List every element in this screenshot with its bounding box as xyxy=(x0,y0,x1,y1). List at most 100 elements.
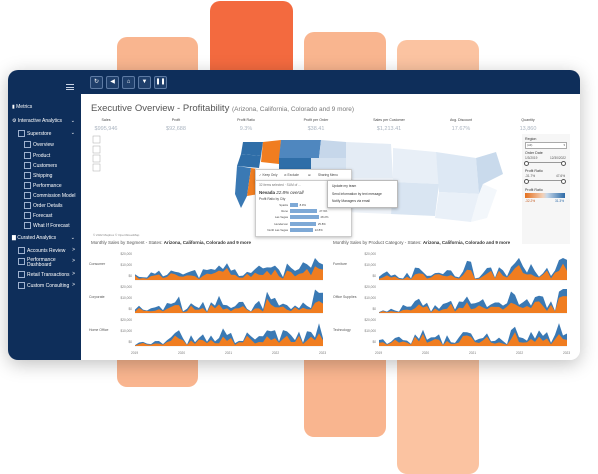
sidebar: ▮ Metrics ⚙ Interactive Analytics ⌄ Superst… xyxy=(8,70,81,360)
tooltip-city: Henderson xyxy=(274,221,288,226)
tooltip-action[interactable]: ✓ Keep Only xyxy=(259,173,278,177)
left-chart-states: Arizona, California, Colorado and 9 more xyxy=(163,240,252,245)
y-tick-label: $0 xyxy=(128,340,132,344)
tooltip-action[interactable]: Sharing Menu xyxy=(318,173,338,177)
home-button[interactable]: ⌂ xyxy=(122,76,135,89)
tooltip-city: North Las Vegas xyxy=(267,227,288,232)
y-tick-label: $0 xyxy=(128,307,132,311)
box-icon xyxy=(18,258,25,265)
sidebar-item[interactable]: Commission Model xyxy=(24,192,79,199)
sidebar-item[interactable]: Custom Consulting > xyxy=(18,282,79,289)
sidebar-item[interactable]: Superstore ⌄ xyxy=(18,130,79,137)
sidebar-item-label: Commission Model xyxy=(33,192,76,199)
pause-button[interactable]: ❚❚ xyxy=(154,76,167,89)
app-window: ▮ Metrics ⚙ Interactive Analytics ⌄ Superst… xyxy=(8,70,580,360)
profit-ratio-slider[interactable] xyxy=(524,178,566,184)
sidebar-item[interactable]: ⚙ Interactive Analytics ⌄ xyxy=(12,118,79,124)
sales-area[interactable] xyxy=(379,323,567,346)
kpi-card: Quantity 13,860 xyxy=(498,118,558,132)
profit-area[interactable] xyxy=(379,296,567,313)
title-suffix: (Arizona, California, Colorado and 9 mor… xyxy=(231,106,355,113)
profit-area[interactable] xyxy=(379,332,567,346)
sales-area[interactable] xyxy=(135,289,323,313)
sidebar-item-label: Interactive Analytics xyxy=(17,118,63,124)
tooltip-city: Reno xyxy=(281,209,288,214)
y-tick-label: $20,000 xyxy=(120,252,132,256)
top-toolbar: ↻ ◀ ⌂ ▼ ❚❚ xyxy=(81,70,580,94)
left-chart-title: Monthly Sales by Segment - States: Arizo… xyxy=(91,240,251,245)
dashboard: Executive Overview - Profitability (Ariz… xyxy=(81,94,580,360)
kpi-card: Sales $995,946 xyxy=(76,118,136,132)
context-menu-item[interactable]: Notify Managers via email xyxy=(332,199,370,203)
region-select[interactable]: (All) ▾ xyxy=(525,142,567,149)
sidebar-item-label: Forecast xyxy=(33,212,53,219)
box-icon xyxy=(18,271,25,278)
x-tick-label: 2019 xyxy=(131,351,139,355)
tooltip-bar xyxy=(290,203,298,207)
refresh-button[interactable]: ↻ xyxy=(90,76,103,89)
context-menu-item[interactable]: Update my team xyxy=(332,184,357,188)
profit-area[interactable] xyxy=(135,298,323,313)
y-tick-label: $20,000 xyxy=(364,252,376,256)
box-icon xyxy=(24,222,31,229)
kpi-label: Avg. Discount xyxy=(449,118,473,122)
tooltip-bar xyxy=(290,209,318,214)
sidebar-item-label: Metrics xyxy=(16,104,33,110)
tooltip-city: Sparks xyxy=(279,203,288,207)
kpi-value: $1,213.41 xyxy=(376,126,402,132)
profit-area[interactable] xyxy=(135,266,323,280)
segment-chart[interactable]: Consumer $20,000 $10,000 $0 Corporate $20,000… xyxy=(87,248,327,358)
profit-ratio-max: 47.6% xyxy=(556,174,566,178)
row-label: Furniture xyxy=(333,262,348,266)
tooltip-bar xyxy=(290,215,319,220)
page-title: Executive Overview - Profitability (Ariz… xyxy=(91,103,354,114)
refresh-icon: ↻ xyxy=(93,79,100,85)
pause-icon: ❚❚ xyxy=(155,79,166,85)
sidebar-item[interactable]: Accounts Review > xyxy=(18,247,79,254)
x-tick-label: 2019 xyxy=(375,351,383,355)
y-tick-label: $10,000 xyxy=(364,296,376,300)
kpi-label: Profit per Order xyxy=(303,118,329,122)
tooltip-action[interactable]: ⊞ xyxy=(308,173,311,177)
region-value: (All) xyxy=(527,143,533,147)
sidebar-item[interactable]: ▮ Metrics xyxy=(12,104,79,110)
sidebar-item[interactable]: Forecast xyxy=(24,212,79,219)
profit-area[interactable] xyxy=(135,333,323,346)
sidebar-item[interactable]: Shipping xyxy=(24,172,79,179)
chevron-icon: ⌄ xyxy=(70,235,75,241)
sidebar-item[interactable]: Product xyxy=(24,152,79,159)
x-tick-label: 2022 xyxy=(272,351,280,355)
sidebar-item[interactable]: Order Details xyxy=(24,202,79,209)
tooltip-city-value: 22.8% xyxy=(314,227,323,232)
sidebar-item[interactable]: What If Forecast xyxy=(24,222,79,229)
right-chart-title: Monthly Sales by Product Category - Stat… xyxy=(333,240,510,245)
sidebar-item[interactable]: Customers xyxy=(24,162,79,169)
context-menu: Update my team Send information by text m… xyxy=(327,180,398,208)
filter-button[interactable]: ▼ xyxy=(138,76,151,89)
y-tick-label: $10,000 xyxy=(364,263,376,267)
sidebar-item-label: Overview xyxy=(33,141,54,148)
profit-area[interactable] xyxy=(379,263,567,280)
sidebar-item[interactable]: Performance Dashboard > xyxy=(18,258,79,268)
sidebar-item[interactable]: Retail Transactions > xyxy=(18,271,79,278)
y-tick-label: $0 xyxy=(128,274,132,278)
y-tick-label: $20,000 xyxy=(364,318,376,322)
map-controls[interactable] xyxy=(92,135,101,172)
sidebar-item[interactable]: Performance xyxy=(24,182,79,189)
sidebar-item[interactable]: Overview xyxy=(24,141,79,148)
right-chart-states-prefix: - States: xyxy=(403,240,423,245)
tooltip-action[interactable]: ⊘ Exclude xyxy=(284,173,299,177)
sidebar-item[interactable]: ▇ Curated Analytics ⌄ xyxy=(12,235,79,241)
x-tick-label: 2023 xyxy=(319,351,327,355)
gear-icon: ⚙ xyxy=(12,118,18,124)
context-menu-item[interactable]: Send information by text message xyxy=(332,191,382,196)
y-tick-label: $10,000 xyxy=(364,329,376,333)
kpi-value: 17.67% xyxy=(451,126,471,132)
category-chart[interactable]: Furniture $20,000 $10,000 $0 Office Supplies… xyxy=(331,248,571,358)
x-tick-label: 2020 xyxy=(422,351,430,355)
sidebar-item-label: Order Details xyxy=(33,202,63,209)
back-button[interactable]: ◀ xyxy=(106,76,119,89)
chevron-icon: ⌄ xyxy=(70,118,75,124)
order-date-slider[interactable] xyxy=(524,160,566,166)
collapse-icon[interactable] xyxy=(66,84,74,90)
